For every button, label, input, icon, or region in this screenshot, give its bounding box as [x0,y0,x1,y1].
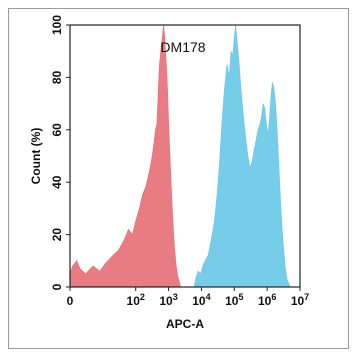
x-tick-label: 107 [291,292,309,308]
y-tick-label: 0 [50,283,64,290]
y-tick-label: 40 [50,175,64,189]
y-tick-label: 80 [50,70,64,84]
y-tick-label: 100 [50,15,64,35]
x-axis-label: APC-A [166,317,204,331]
histogram-series-1 [69,24,182,288]
y-tick-label: 60 [50,123,64,137]
chart-frame [8,8,349,349]
histogram-series-2 [193,24,291,288]
x-tick-label: 106 [258,292,276,308]
x-tick-label: 102 [127,292,145,308]
x-tick-label: 105 [225,292,243,308]
plot-border [69,24,301,288]
chart-title: DM178 [160,39,205,55]
y-axis-label: Count (%) [29,128,43,185]
x-tick-label: 104 [192,292,210,308]
y-tick-label: 20 [50,228,64,242]
x-tick-label: 103 [159,292,177,308]
x-tick-label: 0 [67,294,74,308]
